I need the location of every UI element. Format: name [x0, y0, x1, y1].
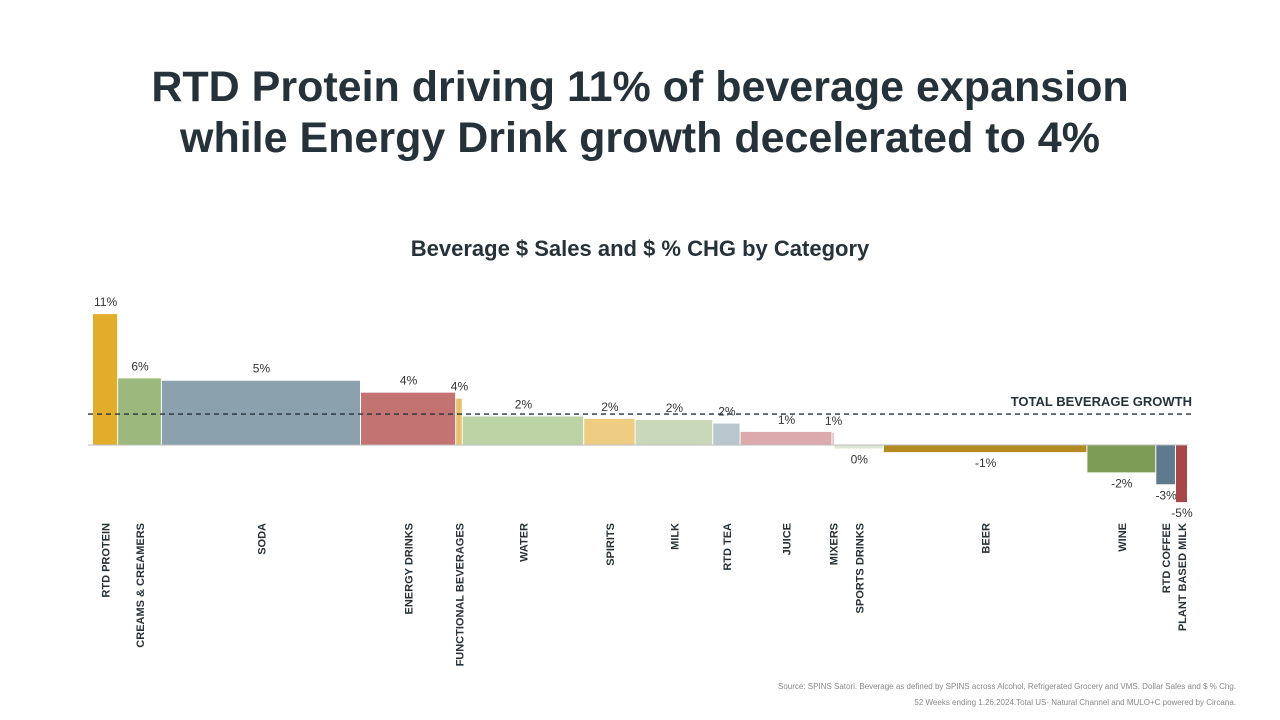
value-label: 2% — [666, 401, 684, 415]
category-label: SODA — [256, 523, 268, 555]
bar — [361, 392, 456, 445]
bar — [118, 378, 161, 445]
bar — [462, 416, 584, 445]
category-label: WINE — [1117, 523, 1129, 552]
category-label: BEER — [981, 523, 993, 554]
category-label: FUNCTIONAL BEVERAGES — [454, 523, 466, 666]
chart-subtitle: Beverage $ Sales and $ % CHG by Category — [411, 236, 870, 261]
value-label: 11% — [94, 295, 117, 309]
bar — [740, 431, 832, 445]
value-label: -2% — [1111, 476, 1133, 490]
value-label: -3% — [1155, 488, 1177, 502]
value-label: 4% — [400, 374, 418, 388]
bar — [456, 398, 462, 445]
category-label: MIXERS — [829, 523, 841, 565]
bar — [883, 445, 1087, 453]
value-label: -1% — [975, 456, 997, 470]
category-label: WATER — [518, 523, 530, 562]
category-label: PLANT BASED MILK — [1177, 523, 1189, 631]
bar — [635, 420, 713, 445]
bar — [93, 314, 118, 445]
category-label: ENERGY DRINKS — [404, 523, 416, 614]
category-label: RTD PROTEIN — [101, 523, 113, 598]
value-label: 6% — [131, 359, 149, 373]
bar — [1175, 445, 1187, 503]
bar — [713, 423, 740, 445]
value-label: 2% — [601, 400, 619, 414]
value-label: 4% — [451, 380, 469, 394]
bar — [584, 418, 635, 445]
chart-title: while Energy Drink growth decelerated to… — [179, 114, 1100, 162]
category-label: RTD TEA — [722, 523, 734, 571]
chart-title: RTD Protein driving 11% of beverage expa… — [151, 63, 1128, 111]
footnote: Source: SPINS Satori. Beverage as define… — [778, 682, 1236, 691]
category-label: CREAMS & CREAMERS — [135, 523, 147, 648]
category-label: RTD COFFEE — [1161, 523, 1173, 593]
value-label: 2% — [515, 397, 533, 411]
bar — [832, 433, 834, 445]
footnote: 52 Weeks ending 1.26.2024.Total US- Natu… — [914, 698, 1236, 707]
bar — [834, 445, 883, 449]
category-label: MILK — [669, 523, 681, 550]
category-label: JUICE — [782, 523, 794, 555]
bar — [1087, 445, 1156, 473]
value-label: 2% — [718, 405, 736, 419]
bar — [161, 380, 361, 445]
category-label: SPORTS DRINKS — [854, 523, 866, 613]
category-label: SPIRITS — [605, 523, 617, 566]
value-label: 1% — [778, 413, 796, 427]
value-label: 0% — [851, 453, 869, 467]
reference-label: TOTAL BEVERAGE GROWTH — [1011, 394, 1192, 409]
value-label: 1% — [825, 414, 843, 428]
value-label: 5% — [253, 362, 271, 376]
bar — [1156, 445, 1175, 485]
value-label: -5% — [1171, 506, 1193, 520]
